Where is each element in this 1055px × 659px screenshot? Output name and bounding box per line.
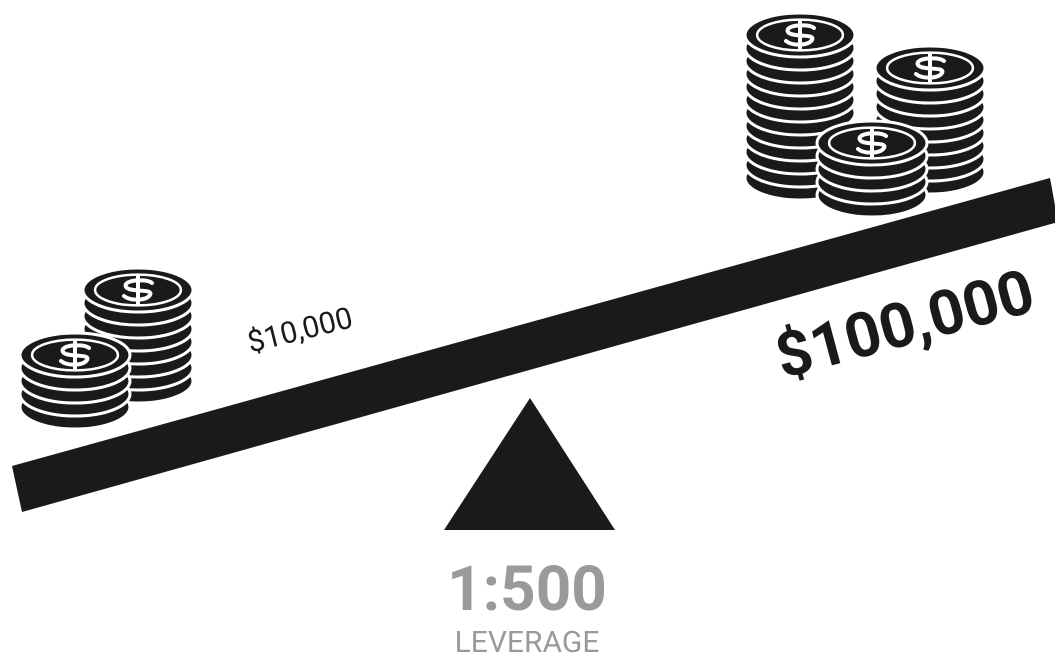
coin-stack [20,333,130,429]
ratio-caption: LEVERAGE [455,625,600,659]
page: {"left_amount": "$10,000", "right_amount… [0,0,1055,659]
ratio: 1:500 [447,553,607,626]
coin-stack [817,121,927,217]
leverage-illustration: $10,000 $100,000 1:500 LEVERAGE [0,0,1055,659]
